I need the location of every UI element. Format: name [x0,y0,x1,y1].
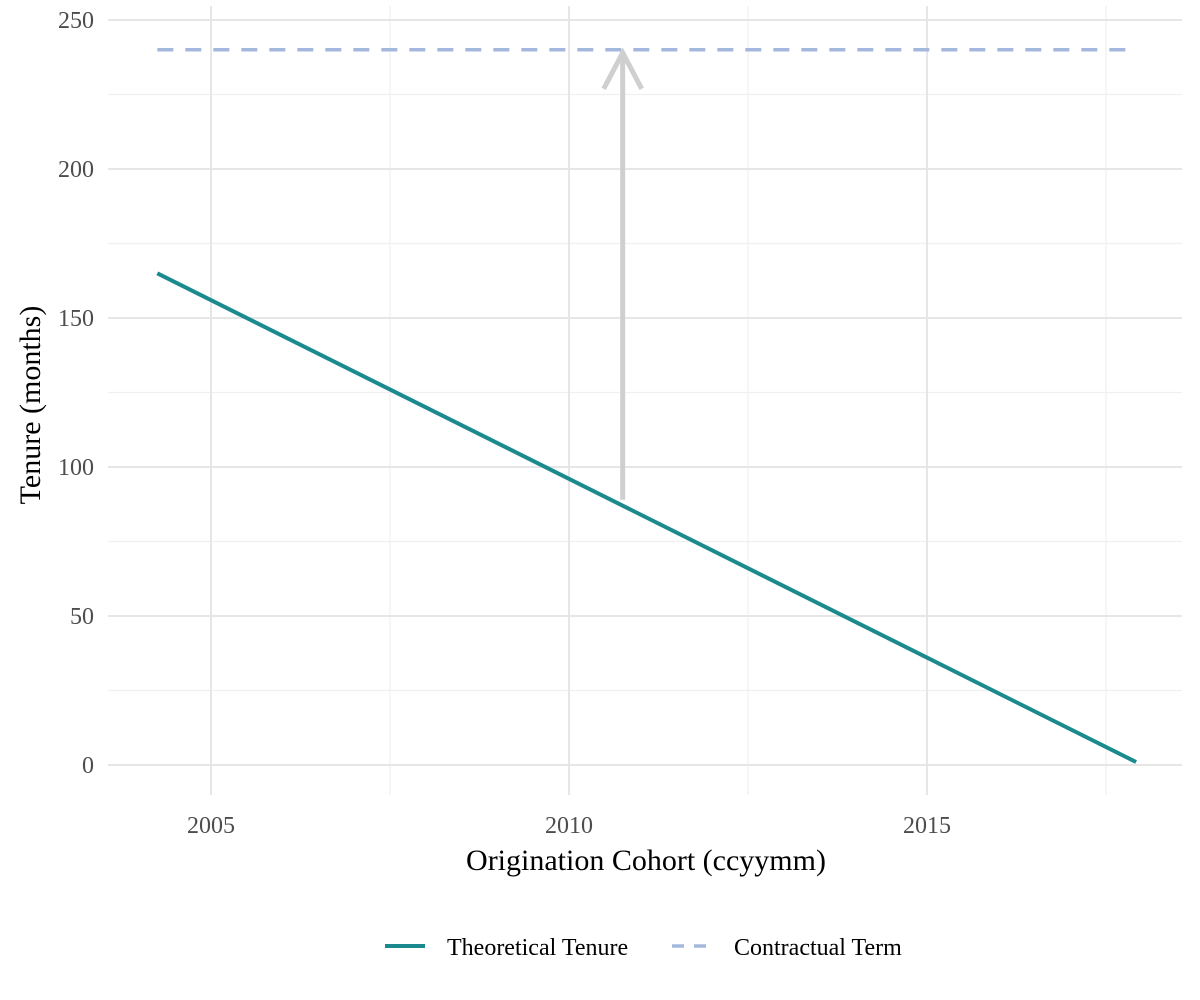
x-tick-label: 2010 [545,813,593,839]
y-tick-label: 50 [70,604,94,630]
annotation-arrow-head [601,47,644,90]
x-tick-label: 2015 [903,813,951,839]
x-tick-label: 2005 [187,813,235,839]
y-axis-title: Tenure (months) [14,306,47,505]
y-tick-label: 150 [58,306,94,332]
y-tick-label: 100 [58,455,94,481]
grid [108,6,1182,795]
series-layer [156,48,1137,764]
y-tick-label: 200 [58,157,94,183]
legend-label: Contractual Term [734,935,902,961]
annotation-layer [601,47,644,500]
ticks-layer: 2005 2010 2015 0 50 100 150 200 250 [58,8,951,839]
series-line-theoretical-tenure [156,271,1137,764]
legend: Theoretical Tenure Contractual Term [385,935,902,961]
x-axis-title: Origination Cohort (ccyymm) [466,844,826,877]
legend-label: Theoretical Tenure [447,935,628,961]
y-tick-label: 250 [58,8,94,34]
y-tick-label: 0 [82,753,94,779]
